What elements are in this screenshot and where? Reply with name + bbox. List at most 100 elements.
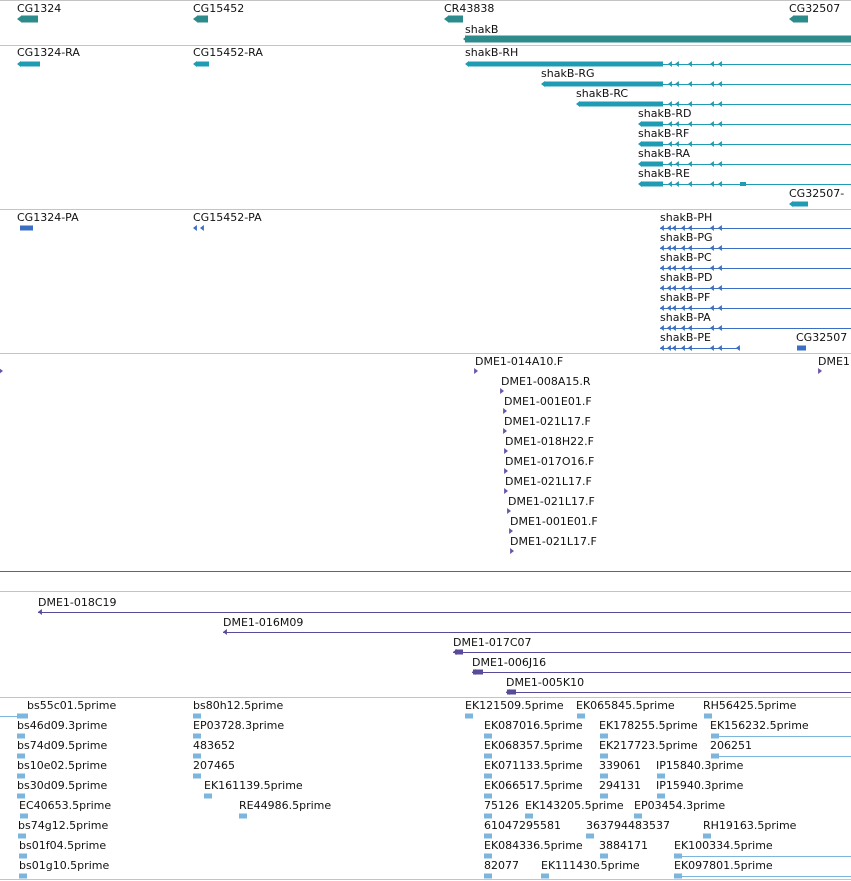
clone-glyph[interactable] (38, 609, 42, 615)
direction-arrow[interactable] (660, 285, 664, 291)
direction-arrow[interactable] (710, 101, 714, 107)
clone-end-label[interactable]: DME1-021L17.F (505, 475, 592, 488)
direction-arrow[interactable] (668, 61, 672, 67)
clone-label[interactable]: DME1-018C19 (38, 596, 117, 609)
direction-arrow[interactable] (667, 345, 671, 351)
direction-arrow[interactable] (688, 305, 692, 311)
direction-arrow[interactable] (688, 285, 692, 291)
gene-glyph-arrow[interactable] (193, 15, 198, 23)
transcript-glyph[interactable] (20, 61, 40, 67)
est-glyph[interactable] (484, 833, 492, 839)
est-label[interactable]: EK068357.5prime (484, 739, 583, 752)
direction-arrow[interactable] (710, 265, 714, 271)
direction-arrow[interactable] (668, 141, 672, 147)
transcript-glyph[interactable] (641, 121, 663, 127)
direction-arrow[interactable] (668, 161, 672, 167)
direction-arrow[interactable] (688, 101, 692, 107)
direction-arrow[interactable] (688, 245, 692, 251)
transcript-glyph[interactable] (579, 101, 663, 107)
direction-arrow[interactable] (688, 181, 692, 187)
clone-end-glyph[interactable] (474, 368, 478, 374)
direction-arrow[interactable] (668, 81, 672, 87)
direction-arrow[interactable] (638, 181, 642, 187)
clone-end-glyph[interactable] (500, 388, 504, 394)
direction-arrow[interactable] (465, 61, 469, 67)
direction-arrow[interactable] (672, 305, 676, 311)
est-label[interactable]: EK087016.5prime (484, 719, 583, 732)
est-label[interactable]: RH56425.5prime (703, 699, 797, 712)
est-label[interactable]: 339061 (599, 759, 641, 772)
est-label[interactable]: EP03728.3prime (193, 719, 285, 732)
direction-arrow[interactable] (710, 345, 714, 351)
clone-end-label[interactable]: DME1-018H22.F (505, 435, 594, 448)
direction-arrow[interactable] (710, 225, 714, 231)
est-glyph[interactable] (600, 733, 608, 739)
direction-arrow[interactable] (672, 265, 676, 271)
gene-glyph[interactable] (448, 15, 463, 23)
est-label[interactable]: bs01f04.5prime (19, 839, 107, 852)
gene-label[interactable]: CG1324 (17, 2, 62, 15)
direction-arrow[interactable] (675, 161, 679, 167)
est-glyph[interactable] (586, 833, 594, 839)
direction-arrow[interactable] (660, 325, 664, 331)
direction-arrow[interactable] (638, 161, 642, 167)
clone-end-label[interactable]: DME1-008A15.R (501, 375, 591, 388)
direction-arrow[interactable] (718, 121, 722, 127)
clone-glyph[interactable] (473, 669, 483, 675)
est-glyph[interactable] (525, 813, 533, 819)
est-glyph[interactable] (18, 833, 26, 839)
direction-arrow[interactable] (718, 81, 722, 87)
direction-arrow[interactable] (667, 285, 671, 291)
est-glyph[interactable] (657, 773, 665, 779)
clone-end-label[interactable]: DME1-021L17.F (504, 415, 591, 428)
direction-arrow[interactable] (710, 285, 714, 291)
clone-end-glyph[interactable] (503, 428, 507, 434)
gene-glyph-arrow[interactable] (789, 15, 794, 23)
est-label[interactable]: 3884171 (599, 839, 648, 852)
direction-arrow[interactable] (681, 305, 685, 311)
est-glyph[interactable] (17, 733, 25, 739)
clone-end-glyph[interactable] (509, 528, 513, 534)
direction-arrow[interactable] (576, 101, 580, 107)
direction-arrow[interactable] (667, 225, 671, 231)
est-glyph[interactable] (17, 753, 25, 759)
clone-glyph[interactable] (455, 649, 463, 655)
direction-arrow[interactable] (718, 101, 722, 107)
est-label[interactable]: bs74g12.5prime (18, 819, 109, 832)
direction-arrow[interactable] (718, 325, 722, 331)
est-label[interactable]: bs46d09.3prime (17, 719, 108, 732)
transcript-label[interactable]: CG1324-RA (17, 46, 80, 59)
est-glyph[interactable] (657, 793, 665, 799)
est-glyph[interactable] (484, 853, 492, 859)
clone-end-glyph[interactable] (504, 448, 508, 454)
clone-end-label[interactable]: DME1-017O16.F (505, 455, 595, 468)
est-glyph[interactable] (193, 753, 201, 759)
direction-arrow[interactable] (710, 61, 714, 67)
clone-label[interactable]: DME1-006J16 (472, 656, 547, 669)
direction-arrow[interactable] (668, 121, 672, 127)
clone-end-label[interactable]: DME1 (818, 355, 850, 368)
direction-arrow[interactable] (718, 161, 722, 167)
direction-arrow[interactable] (667, 265, 671, 271)
est-glyph[interactable] (19, 873, 27, 879)
est-glyph[interactable] (484, 753, 492, 759)
direction-arrow[interactable] (681, 285, 685, 291)
est-label[interactable]: 483652 (193, 739, 235, 752)
est-glyph[interactable] (577, 713, 585, 719)
direction-arrow[interactable] (688, 265, 692, 271)
clone-end-label[interactable]: DME1-021L17.F (508, 495, 595, 508)
est-label[interactable]: 294131 (599, 779, 641, 792)
gene-glyph-arrow[interactable] (463, 35, 468, 43)
direction-arrow[interactable] (672, 225, 676, 231)
direction-arrow[interactable] (675, 181, 679, 187)
direction-arrow[interactable] (688, 225, 692, 231)
clone-end-label[interactable]: DME1-014A10.F (475, 355, 564, 368)
direction-arrow[interactable] (688, 161, 692, 167)
direction-arrow[interactable] (672, 285, 676, 291)
clone-end-glyph[interactable] (507, 508, 511, 514)
direction-arrow[interactable] (672, 345, 676, 351)
est-glyph[interactable] (484, 773, 492, 779)
direction-arrow[interactable] (710, 161, 714, 167)
est-label[interactable]: EK121509.5prime (465, 699, 564, 712)
transcript-label[interactable]: CG32507- (789, 187, 845, 200)
